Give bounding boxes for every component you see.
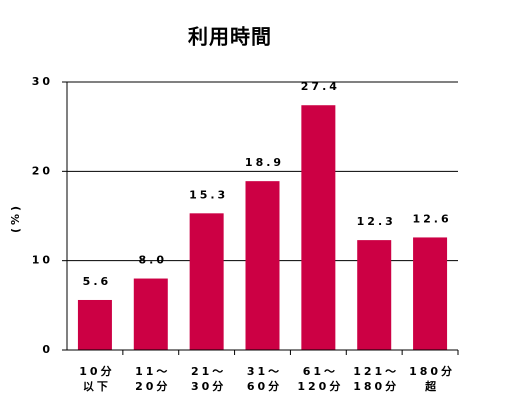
- y-tick-label: 20: [32, 164, 53, 177]
- bar: [245, 181, 280, 350]
- y-tick-label: 30: [32, 75, 53, 88]
- value-label: 18.9: [245, 156, 284, 169]
- value-label: 27.4: [301, 80, 340, 93]
- x-tick-label: 180分 超: [409, 365, 456, 393]
- y-axis-label: (%): [9, 203, 22, 233]
- value-label: 12.3: [357, 215, 396, 228]
- y-tick-label: 0: [42, 343, 53, 356]
- x-tick-label: 11～ 20分: [135, 365, 171, 393]
- bar: [413, 237, 448, 350]
- y-tick-label: 10: [32, 254, 53, 267]
- bar: [133, 278, 168, 350]
- bar: [189, 213, 224, 350]
- bar: [77, 299, 112, 350]
- x-tick-label: 61～ 120分: [297, 365, 344, 393]
- bar: [357, 240, 392, 350]
- x-tick-label: 121～ 180分: [353, 365, 400, 393]
- chart-title: 利用時間: [188, 25, 272, 49]
- x-tick-label: 21～ 30分: [190, 365, 227, 393]
- bar: [301, 105, 336, 350]
- value-label: 12.6: [413, 212, 452, 225]
- value-label: 8.0: [139, 254, 168, 267]
- value-label: 15.3: [189, 188, 228, 201]
- x-tick-label: 31～ 60分: [246, 365, 283, 393]
- value-label: 5.6: [83, 275, 112, 288]
- x-tick-label: 10分 以下: [79, 365, 115, 393]
